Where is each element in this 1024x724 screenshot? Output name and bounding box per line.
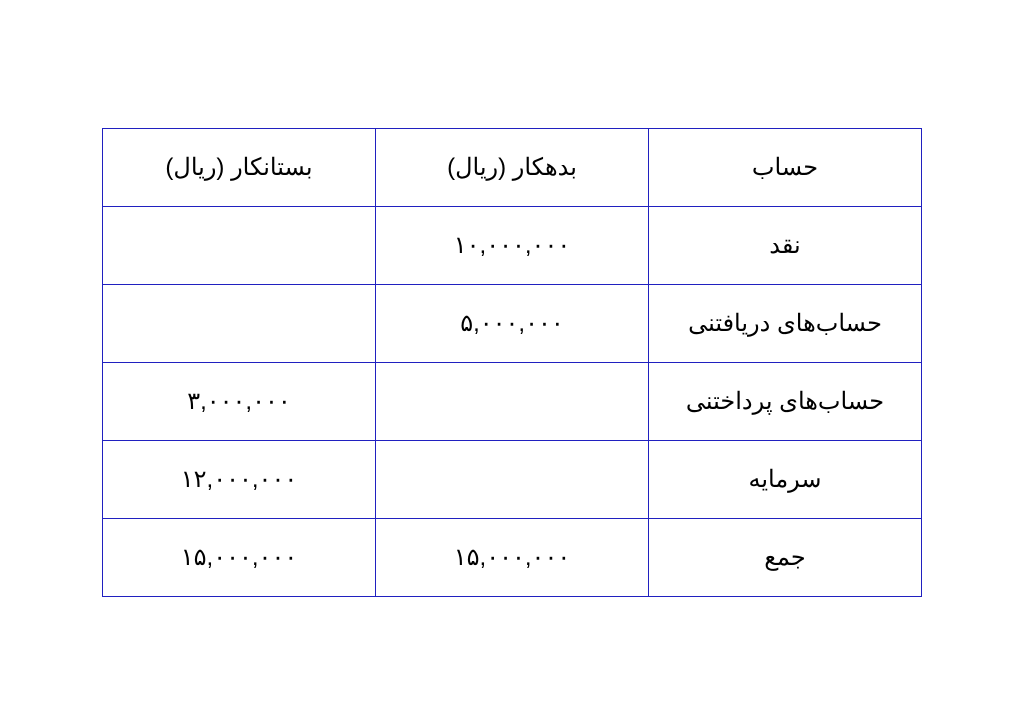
cell-credit: ۱۵,۰۰۰,۰۰۰ xyxy=(103,518,376,596)
header-debit: بدهکار (ریال) xyxy=(376,128,649,206)
cell-credit: ۳,۰۰۰,۰۰۰ xyxy=(103,362,376,440)
cell-credit xyxy=(103,284,376,362)
table-row: حساب‌های دریافتنی ۵,۰۰۰,۰۰۰ xyxy=(103,284,922,362)
cell-credit: ۱۲,۰۰۰,۰۰۰ xyxy=(103,440,376,518)
cell-debit: ۱۵,۰۰۰,۰۰۰ xyxy=(376,518,649,596)
cell-account: نقد xyxy=(649,206,922,284)
cell-debit xyxy=(376,362,649,440)
cell-account: سرمایه xyxy=(649,440,922,518)
trial-balance-table: حساب بدهکار (ریال) بستانکار (ریال) نقد ۱… xyxy=(102,128,922,597)
header-account: حساب xyxy=(649,128,922,206)
table-row: حساب‌های پرداختنی ۳,۰۰۰,۰۰۰ xyxy=(103,362,922,440)
cell-debit: ۵,۰۰۰,۰۰۰ xyxy=(376,284,649,362)
header-credit: بستانکار (ریال) xyxy=(103,128,376,206)
table-row: سرمایه ۱۲,۰۰۰,۰۰۰ xyxy=(103,440,922,518)
cell-debit: ۱۰,۰۰۰,۰۰۰ xyxy=(376,206,649,284)
table-row: نقد ۱۰,۰۰۰,۰۰۰ xyxy=(103,206,922,284)
table-header-row: حساب بدهکار (ریال) بستانکار (ریال) xyxy=(103,128,922,206)
trial-balance-table-container: حساب بدهکار (ریال) بستانکار (ریال) نقد ۱… xyxy=(102,128,922,597)
cell-debit xyxy=(376,440,649,518)
cell-account: حساب‌های پرداختنی xyxy=(649,362,922,440)
cell-account: جمع xyxy=(649,518,922,596)
cell-credit xyxy=(103,206,376,284)
table-row: جمع ۱۵,۰۰۰,۰۰۰ ۱۵,۰۰۰,۰۰۰ xyxy=(103,518,922,596)
cell-account: حساب‌های دریافتنی xyxy=(649,284,922,362)
